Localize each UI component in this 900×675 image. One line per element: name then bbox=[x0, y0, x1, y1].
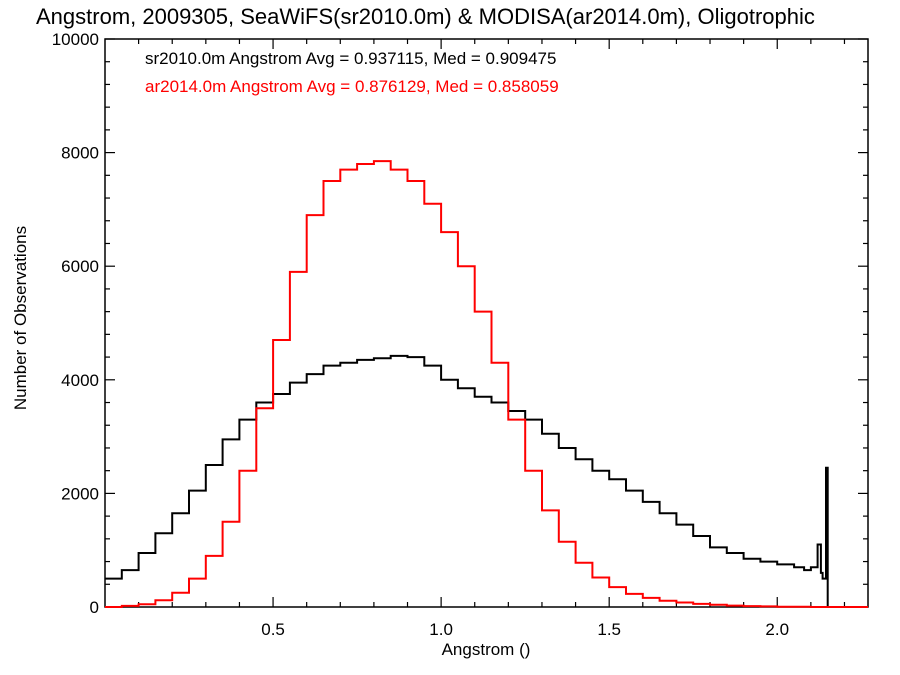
y-tick-label: 8000 bbox=[61, 144, 99, 163]
plot-series bbox=[105, 160, 868, 608]
x-tick-label: 1.5 bbox=[597, 620, 621, 639]
chart-title: Angstrom, 2009305, SeaWiFS(sr2010.0m) & … bbox=[36, 4, 815, 29]
plot-frame bbox=[104, 38, 869, 608]
series-line-1 bbox=[105, 354, 848, 608]
x-tick-label: 2.0 bbox=[765, 620, 789, 639]
y-tick-label: 10000 bbox=[52, 30, 99, 49]
plot-axes: 0.5 1.0 1.5 2.0 0 2000 4000 6000 8000 10000 bbox=[52, 30, 869, 639]
legend-entry-2: ar2014.0m Angstrom Avg = 0.876129, Med =… bbox=[145, 77, 559, 96]
y-axis-label: Number of Observations bbox=[11, 226, 30, 410]
x-axis-label: Angstrom () bbox=[442, 640, 531, 659]
series-line-2 bbox=[105, 160, 868, 608]
x-tick-label: 0.5 bbox=[261, 620, 285, 639]
legend-entry-1: sr2010.0m Angstrom Avg = 0.937115, Med =… bbox=[145, 49, 556, 68]
y-tick-label: 0 bbox=[90, 598, 99, 617]
y-tick-label: 6000 bbox=[61, 257, 99, 276]
x-tick-label: 1.0 bbox=[429, 620, 453, 639]
y-tick-label: 2000 bbox=[61, 484, 99, 503]
legend: sr2010.0m Angstrom Avg = 0.937115, Med =… bbox=[145, 49, 559, 96]
y-tick-label: 4000 bbox=[61, 371, 99, 390]
